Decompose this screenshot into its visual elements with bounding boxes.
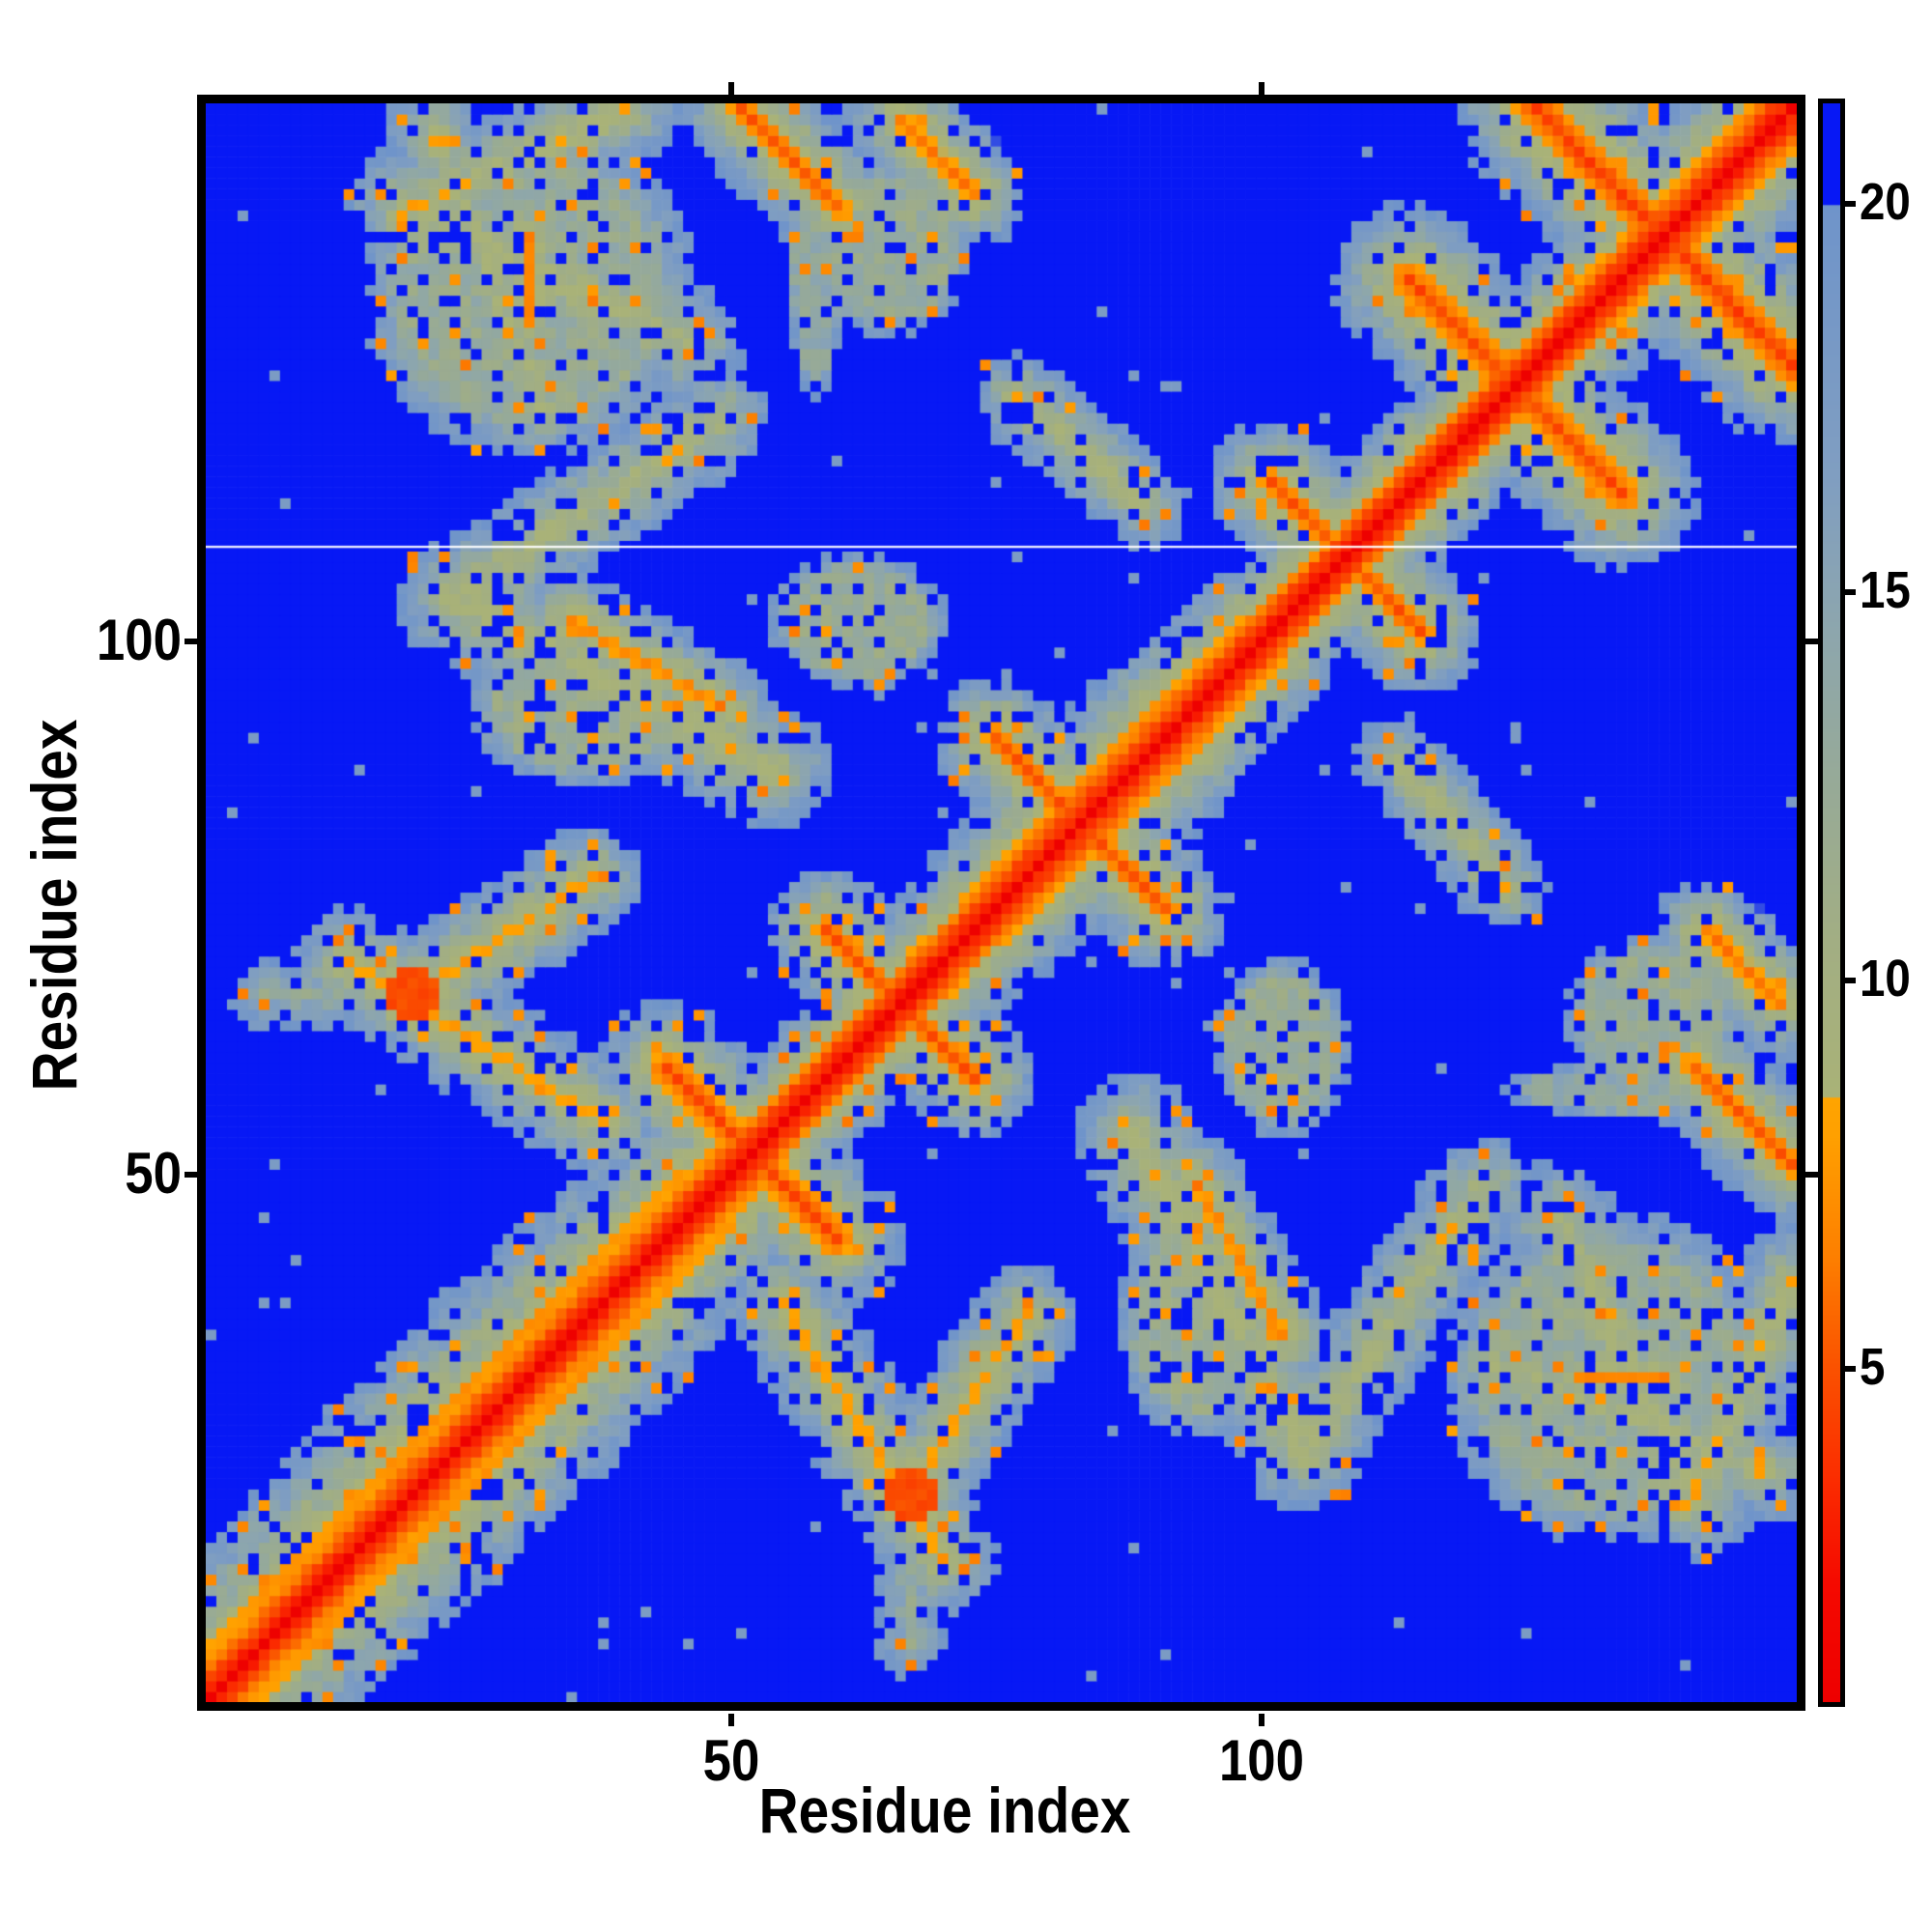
colorbar-gradient xyxy=(1823,103,1840,1702)
colorbar-tick-label-10: 10 xyxy=(1860,949,1911,1008)
colorbar-tick-10 xyxy=(1843,977,1856,983)
colorbar-tick-label-20: 20 xyxy=(1860,173,1911,232)
y-axis-tick-label-50: 50 xyxy=(125,1140,182,1206)
x-axis-title: Residue index xyxy=(758,1775,1131,1846)
y-axis-tick-label-100: 100 xyxy=(96,608,182,673)
colorbar-tick-20 xyxy=(1843,201,1856,208)
x-axis-tick-label-50: 50 xyxy=(702,1728,759,1793)
y-axis-tick-50 xyxy=(185,1171,197,1178)
colorbar-tick-label-5: 5 xyxy=(1860,1337,1886,1396)
colorbar-tick-5 xyxy=(1843,1365,1856,1372)
heatmap-canvas xyxy=(206,103,1797,1702)
x-axis-top-tick-50 xyxy=(727,82,734,95)
x-axis-tick-50 xyxy=(727,1714,734,1726)
x-axis-top-tick-100 xyxy=(1258,82,1264,95)
y-axis-right-tick-100 xyxy=(1805,639,1818,645)
colorbar-tick-label-15: 15 xyxy=(1860,561,1911,620)
y-axis-title: Residue index xyxy=(18,719,90,1092)
colorbar-tick-15 xyxy=(1843,589,1856,596)
y-axis-tick-100 xyxy=(185,639,197,645)
x-axis-tick-label-100: 100 xyxy=(1218,1728,1304,1793)
y-axis-right-tick-50 xyxy=(1805,1171,1818,1178)
x-axis-tick-100 xyxy=(1258,1714,1264,1726)
